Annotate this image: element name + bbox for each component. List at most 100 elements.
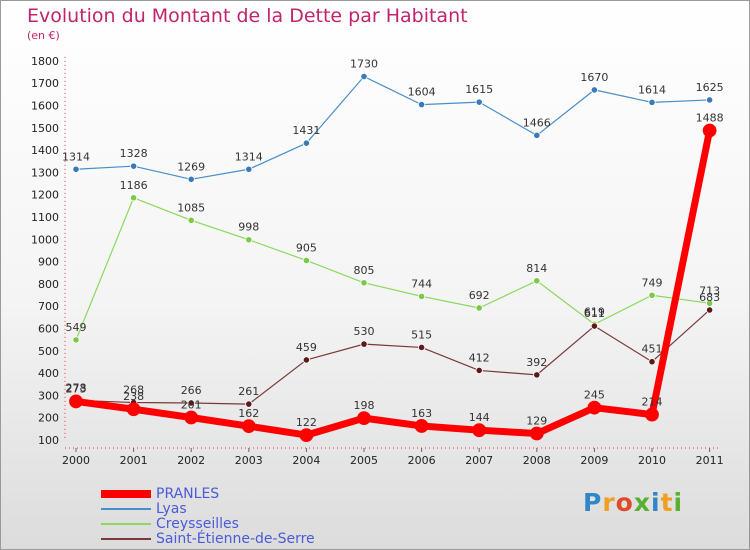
legend-label: Lyas	[156, 501, 187, 517]
data-label-creysseilles: 549	[66, 321, 87, 334]
data-point-lyas	[245, 165, 253, 173]
legend-swatch	[101, 523, 151, 526]
data-point-creysseilles	[648, 291, 656, 299]
data-label-saint-etienne-de-serre: 515	[411, 328, 432, 341]
data-label-creysseilles: 805	[354, 264, 375, 277]
data-point-lyas	[360, 72, 368, 81]
x-tick-label: 2001	[120, 454, 148, 467]
data-point-creysseilles	[187, 216, 195, 224]
data-label-saint-etienne-de-serre: 268	[123, 384, 144, 397]
data-label-creysseilles: 905	[296, 241, 317, 254]
data-label-pranles: 162	[238, 407, 259, 420]
y-tick-label: 800	[38, 278, 59, 291]
y-tick-label: 1000	[31, 233, 59, 246]
data-label-pranles: 238	[123, 390, 144, 403]
chart-subtitle: (en €)	[27, 29, 60, 42]
logo-letter: x	[633, 488, 651, 517]
data-point-pranles	[472, 423, 487, 438]
data-label-pranles: 144	[469, 411, 490, 424]
data-point-lyas	[417, 101, 426, 109]
y-tick-label: 600	[38, 323, 59, 336]
data-label-pranles: 245	[584, 389, 605, 402]
x-tick-label: 2011	[696, 454, 724, 467]
logo-letter: P	[583, 488, 603, 517]
legend-label: Creysseilles	[156, 516, 239, 532]
data-label-pranles: 201	[181, 398, 202, 411]
data-label-lyas: 1625	[696, 81, 724, 94]
logo-letter: i	[651, 488, 661, 517]
x-tick-label: 2007	[465, 454, 493, 467]
data-label-creysseilles: 744	[411, 277, 432, 290]
data-label-lyas: 1670	[580, 71, 608, 84]
data-label-pranles: 163	[411, 407, 432, 420]
data-label-creysseilles: 619	[584, 305, 605, 318]
data-label-pranles: 273	[66, 382, 87, 395]
logo-letter: r	[602, 488, 616, 517]
legend-swatch	[101, 508, 151, 511]
y-tick-label: 200	[38, 412, 59, 425]
data-point-saint-etienne-de-serre	[705, 306, 714, 314]
y-tick-label: 300	[38, 389, 59, 402]
legend-swatch	[101, 490, 151, 498]
data-label-lyas: 1604	[408, 86, 436, 99]
data-label-lyas: 1615	[465, 83, 493, 96]
legend-label: PRANLES	[156, 486, 220, 502]
x-tick-label: 2000	[62, 454, 90, 467]
data-label-saint-etienne-de-serre: 392	[526, 356, 547, 369]
y-tick-label: 1600	[31, 100, 59, 113]
y-tick-label: 700	[38, 300, 59, 313]
data-point-creysseilles	[360, 279, 368, 287]
data-label-pranles: 214	[642, 396, 663, 409]
data-point-pranles	[587, 400, 602, 415]
data-point-pranles	[299, 428, 314, 442]
legend-label: Saint-Étienne-de-Serre	[156, 531, 315, 547]
data-point-lyas	[590, 86, 599, 94]
series-line-pranles	[72, 126, 714, 439]
data-point-saint-etienne-de-serre	[302, 356, 310, 364]
data-point-lyas	[72, 165, 80, 173]
data-label-creysseilles: 1085	[177, 201, 205, 214]
data-label-lyas: 1431	[292, 124, 320, 137]
y-tick-label: 1100	[31, 211, 59, 224]
legend-swatch	[101, 538, 151, 541]
data-point-lyas	[533, 131, 541, 139]
data-point-lyas	[705, 96, 714, 104]
data-point-pranles	[414, 419, 429, 433]
data-label-lyas: 1314	[62, 150, 90, 163]
data-point-lyas	[187, 175, 195, 183]
data-label-saint-etienne-de-serre: 451	[642, 343, 663, 356]
data-label-lyas: 1466	[523, 116, 551, 129]
data-point-creysseilles	[302, 256, 310, 265]
data-label-saint-etienne-de-serre: 611	[584, 307, 605, 320]
data-point-saint-etienne-de-serre	[360, 340, 368, 348]
data-label-pranles: 122	[296, 416, 317, 429]
x-tick-label: 2009	[580, 454, 608, 467]
data-point-saint-etienne-de-serre	[417, 343, 426, 352]
chart-title: Evolution du Montant de la Dette par Hab…	[27, 5, 468, 27]
data-label-lyas: 1328	[120, 147, 148, 160]
data-point-saint-etienne-de-serre	[475, 366, 483, 375]
data-labels: 1314 1328 1269 1314 1431 1730 1604 1615 1466 1670…	[62, 58, 724, 430]
data-label-saint-etienne-de-serre: 266	[181, 384, 202, 397]
legend-item-creysseilles: Creysseilles	[101, 516, 361, 532]
series-line-saint-etienne-de-serre	[75, 309, 711, 405]
y-tick-label: 1500	[31, 122, 59, 135]
data-point-saint-etienne-de-serre	[245, 400, 253, 408]
data-label-pranles: 1488	[696, 111, 724, 124]
series-line-creysseilles	[75, 197, 711, 341]
data-label-creysseilles: 692	[469, 289, 490, 302]
data-label-saint-etienne-de-serre: 683	[699, 291, 720, 304]
y-tick-label: 1200	[31, 189, 59, 202]
x-tick-label: 2003	[235, 454, 263, 467]
data-label-lyas: 1269	[177, 160, 205, 173]
data-point-pranles	[702, 123, 717, 138]
x-tick-label: 2010	[638, 454, 666, 467]
series-line-lyas	[75, 75, 711, 180]
legend: PRANLES Lyas Creysseilles Saint-Étienne-de-…	[101, 486, 361, 547]
data-point-creysseilles	[72, 336, 80, 344]
data-label-creysseilles: 998	[238, 221, 259, 234]
legend-item-saint-etienne-de-serre: Saint-Étienne-de-Serre	[101, 531, 361, 547]
legend-item-lyas: Lyas	[101, 501, 361, 517]
logo-letter: o	[615, 488, 634, 517]
